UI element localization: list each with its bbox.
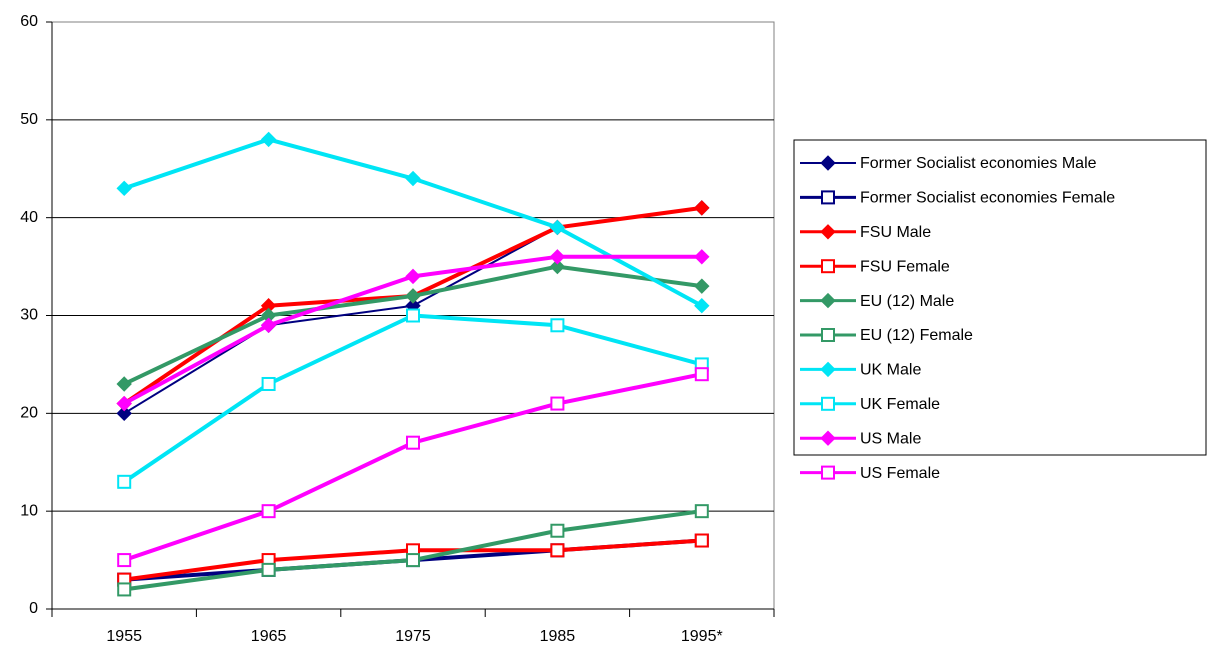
data-point [116,405,132,422]
legend-label: US Female [860,465,940,482]
y-tick-label: 20 [20,405,38,422]
data-point [694,367,709,382]
data-point [406,553,420,568]
legend-marker [821,190,835,205]
data-point [260,317,277,333]
data-point [694,249,710,265]
data-point [550,318,565,333]
data-point [117,553,132,568]
data-point [694,298,710,314]
data-point [116,180,132,197]
y-tick-label: 0 [29,600,38,617]
legend-marker [821,259,835,274]
legend-marker [820,155,836,171]
data-point [261,504,276,519]
legend-label: EU (12) Female [860,327,973,344]
legend-label: US Male [860,430,921,447]
data-point [694,504,709,519]
data-point [116,376,132,392]
legend-marker [820,361,836,378]
x-tick-label: 1965 [251,628,287,645]
data-point [405,268,421,285]
legend-label: UK Male [860,362,921,379]
data-point [549,219,566,236]
data-point [550,523,565,538]
x-tick-label: 1995* [681,628,723,645]
data-point [694,278,710,294]
data-point [117,474,132,489]
legend-label: FSU Female [860,258,950,275]
legend-marker [821,396,835,411]
legend-label: EU (12) Male [860,293,954,310]
data-point [694,533,709,548]
data-point [116,395,132,412]
data-point [117,582,132,597]
data-point [406,308,420,323]
series-line [123,313,703,484]
data-point [550,543,565,558]
data-point [260,131,277,148]
legend-marker [821,328,835,342]
legend-label: Former Socialist economies Male [860,155,1097,172]
series-line [123,264,703,386]
data-point [549,249,566,265]
data-point [694,200,710,216]
x-tick-label: 1955 [106,628,142,645]
legend-label: FSU Male [860,224,931,241]
y-tick-label: 10 [20,502,38,519]
data-point [549,258,566,275]
data-point [550,396,565,411]
data-point [261,562,276,577]
data-point [405,170,421,187]
y-tick-label: 60 [20,13,38,30]
legend-box [793,139,1207,456]
legend-label: UK Female [860,396,940,413]
x-tick-label: 1985 [540,628,576,645]
data-point [405,288,421,304]
legend-marker [821,465,835,480]
legend-marker [820,292,836,309]
y-tick-label: 40 [20,209,38,226]
data-point [406,435,420,450]
y-tick-label: 50 [20,111,38,128]
legend-label: Former Socialist economies Female [860,190,1115,207]
series-line [123,372,703,562]
y-tick-label: 30 [20,307,38,324]
data-point [261,376,276,391]
x-tick-label: 1975 [395,628,431,645]
legend-marker [820,224,836,240]
legend-marker [820,430,836,446]
